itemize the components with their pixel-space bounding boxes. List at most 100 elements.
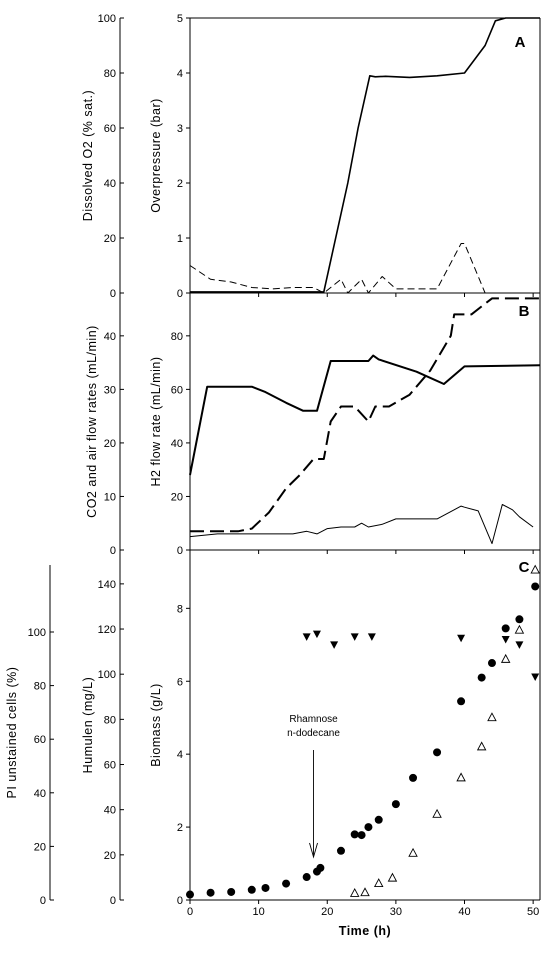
data-point-circle	[515, 615, 524, 624]
inner-y-tick-label: 3	[177, 123, 183, 135]
outer-y-tick-label: 60	[104, 123, 116, 135]
data-point-circle	[261, 883, 270, 892]
inner-y-tick-label: 2	[177, 178, 183, 190]
data-point-circle	[247, 885, 256, 894]
data-point-circle	[409, 773, 418, 782]
series-line	[190, 297, 540, 533]
data-point-circle	[350, 830, 359, 839]
data-point-circle	[316, 863, 325, 872]
axes-frames	[49, 17, 541, 904]
x-axis-label: Time (h)	[339, 924, 391, 938]
annotation-text: n-dodecane	[287, 728, 340, 739]
data-point-triangle-open	[500, 653, 511, 663]
outer-y-tick-label: 80	[104, 714, 116, 726]
x-tick-label: 40	[458, 906, 470, 918]
outer-y-tick-label: 40	[104, 331, 116, 343]
x-tick-label: 50	[527, 906, 539, 918]
data-point-triangle-down	[501, 636, 510, 644]
inner-y-tick-label: 0	[177, 895, 183, 907]
data-point-triangle-down	[367, 633, 376, 641]
inner-y-axis-label: H2 flow rate (mL/min)	[149, 357, 163, 487]
data-point-triangle-down	[531, 673, 540, 682]
data-point-triangle-open	[487, 712, 497, 722]
x-tick-label: 10	[253, 906, 265, 918]
data-point-circle	[457, 697, 466, 706]
data-point-circle	[531, 582, 540, 591]
data-point-circle	[302, 873, 311, 882]
data-point-triangle-open	[456, 772, 466, 782]
outer-y-tick-label: 60	[104, 760, 116, 772]
outer-y-axis-label: CO2 and air flow rates (mL/min)	[85, 325, 99, 518]
annotation-text: Rhamnose	[289, 714, 338, 725]
data-point-triangle-down	[350, 633, 359, 641]
inner-y-tick-label: 80	[171, 331, 183, 343]
inner-y-tick-label: 60	[171, 384, 183, 396]
inner-y-tick-label: 8	[177, 603, 183, 615]
data-point-triangle-open	[360, 887, 370, 897]
outer-y-tick-label: 20	[104, 850, 116, 862]
inner-y-tick-label: 6	[177, 676, 183, 688]
data-point-triangle-down	[515, 641, 524, 649]
data-point-triangle-down	[302, 633, 311, 641]
third-y-tick-label: 40	[34, 788, 46, 800]
outer-y-tick-label: 20	[104, 438, 116, 450]
third-y-tick-label: 100	[28, 627, 46, 639]
data-point-triangle-down	[312, 630, 321, 639]
data-point-triangle-down	[330, 641, 339, 649]
inner-y-tick-label: 20	[171, 491, 183, 503]
data-point-triangle-open	[530, 564, 540, 574]
outer-y-tick-label: 100	[98, 669, 116, 681]
data-point-triangle-open	[476, 741, 487, 751]
data-series	[186, 17, 541, 899]
third-y-tick-label: 20	[34, 841, 46, 853]
outer-y-tick-label: 30	[104, 384, 116, 396]
series-line	[190, 17, 540, 293]
inner-y-tick-label: 1	[177, 233, 183, 245]
inner-y-axis-label: Biomass (g/L)	[149, 683, 163, 767]
data-point-circle	[433, 748, 442, 757]
data-point-circle	[364, 823, 373, 832]
data-point-circle	[391, 800, 400, 809]
data-point-circle	[227, 887, 236, 896]
data-point-triangle-open	[387, 872, 398, 882]
outer-y-tick-label: 0	[110, 895, 116, 907]
data-point-triangle-open	[514, 624, 525, 634]
data-point-circle	[206, 888, 215, 897]
series-line	[189, 354, 541, 476]
outer-y-tick-label: 100	[98, 13, 116, 25]
panel-letter: C	[519, 559, 530, 576]
data-point-triangle-open	[349, 887, 360, 897]
data-point-circle	[336, 846, 345, 855]
x-tick-label: 0	[187, 906, 193, 918]
outer-y-tick-label: 40	[104, 805, 116, 817]
data-point-circle	[477, 673, 486, 682]
outer-y-tick-label: 80	[104, 68, 116, 80]
outer-y-tick-label: 10	[104, 491, 116, 503]
x-tick-label: 30	[390, 906, 402, 918]
data-point-circle	[487, 659, 496, 668]
panel-letter: B	[519, 303, 530, 320]
inner-y-tick-label: 2	[177, 822, 183, 834]
outer-y-tick-label: 140	[98, 579, 116, 591]
data-point-triangle-open	[432, 808, 442, 818]
outer-y-tick-label: 40	[104, 178, 116, 190]
data-point-circle	[282, 879, 291, 888]
data-point-circle	[374, 815, 383, 824]
inner-y-tick-label: 4	[177, 749, 183, 761]
data-point-triangle-down	[457, 634, 466, 643]
outer-y-tick-label: 120	[98, 624, 116, 636]
outer-y-axis-label: Humulen (mg/L)	[81, 677, 95, 774]
inner-y-tick-label: 5	[177, 13, 183, 25]
series-line	[189, 504, 534, 545]
inner-y-tick-label: 40	[171, 438, 183, 450]
data-point-triangle-open	[408, 847, 418, 857]
data-point-circle	[186, 890, 194, 899]
outer-y-tick-label: 0	[110, 288, 116, 300]
series-line	[189, 243, 540, 294]
third-y-axis-label: PI unstained cells (%)	[5, 667, 19, 799]
outer-y-axis-label: Dissolved O2 (% sat.)	[81, 90, 95, 221]
data-point-triangle-open	[373, 878, 384, 888]
inner-y-tick-label: 0	[177, 545, 183, 557]
